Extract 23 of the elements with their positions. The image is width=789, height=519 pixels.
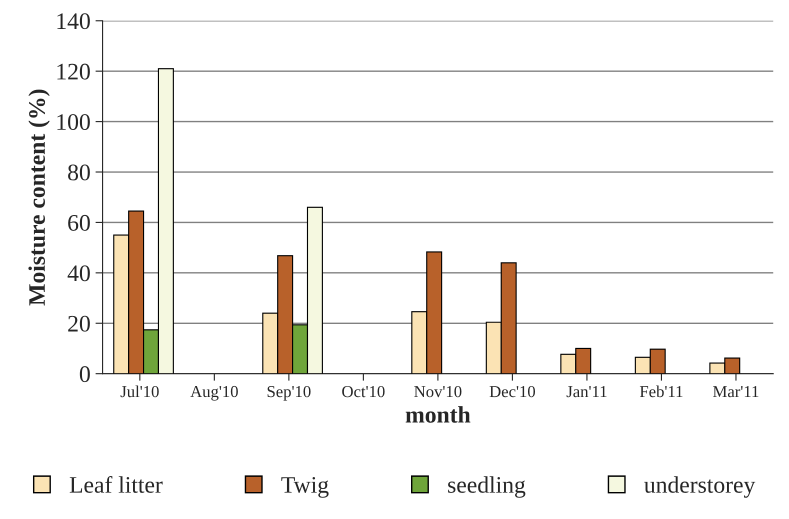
y-tick-label: 140 [57, 13, 90, 30]
y-axis-title: Moisture content (%) [28, 90, 50, 306]
y-tick-label: 100 [57, 114, 90, 130]
y-tick-label: 0 [80, 366, 90, 382]
x-tick-label: Feb'11 [640, 385, 682, 398]
x-axis-title: month [406, 406, 470, 423]
y-tick-label: 20 [68, 316, 90, 332]
legend-label: Leaf litter [70, 476, 163, 493]
x-tick-label: Mar'11 [713, 386, 758, 398]
legend-label: Twig [281, 477, 329, 498]
x-tick-label: Jul'10 [120, 385, 159, 398]
x-tick-label: Dec'10 [490, 386, 536, 398]
x-tick-label: Sep'10 [268, 386, 311, 401]
y-tick-label: 120 [57, 64, 90, 80]
x-tick-label: Jan'11 [566, 386, 607, 398]
x-tick-label: Oct'10 [342, 386, 385, 398]
y-tick-label: 80 [68, 164, 90, 180]
legend-label: seedling [448, 476, 526, 498]
x-tick-label: Nov'10 [414, 386, 462, 398]
y-tick-label: 40 [68, 265, 90, 282]
x-tick-label: Aug'10 [190, 386, 238, 401]
legend-label: understorey [644, 476, 756, 498]
y-tick-label: 60 [68, 214, 90, 231]
